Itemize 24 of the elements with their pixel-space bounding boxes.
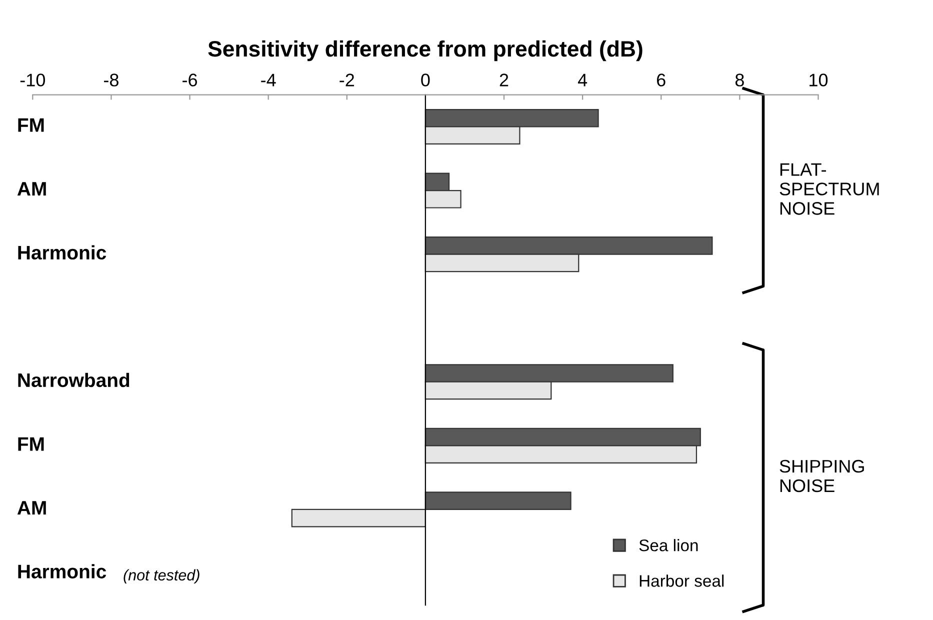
x-tick-label: 8: [735, 74, 744, 86]
legend-label: Harbor seal: [640, 574, 724, 587]
y-tick-label: FM: [18, 437, 44, 451]
y-tick-label: AM: [17, 501, 46, 514]
x-tick-label: 0: [421, 74, 430, 86]
annotation: SHIPPING NOISE: [780, 460, 864, 492]
y-tick-label: FM: [18, 118, 44, 132]
x-tick-label: -4: [261, 74, 276, 86]
y-tick-label: Harmonic: [18, 564, 106, 578]
x-tick-label: 4: [578, 74, 588, 86]
x-tick-label: 10: [810, 74, 828, 86]
x-tick-label: -8: [104, 74, 118, 86]
legend-label: Sea lion: [639, 539, 698, 552]
y-tick-label: AM: [17, 182, 46, 196]
annotation: FLAT- SPECTRUM NOISE: [780, 163, 879, 215]
x-tick-label: -2: [340, 74, 354, 86]
x-tick-label: 2: [500, 74, 508, 86]
x-tick-label: 6: [657, 74, 666, 86]
y-tick-label: Narrowband: [18, 372, 130, 388]
x-tick-label: -10: [20, 74, 45, 86]
annotation: (not tested): [124, 569, 200, 584]
x-tick-label: -6: [182, 74, 198, 86]
x-axis-title: Sensitivity difference from predicted (dB): [208, 40, 642, 62]
y-tick-label: Harmonic: [18, 245, 106, 260]
